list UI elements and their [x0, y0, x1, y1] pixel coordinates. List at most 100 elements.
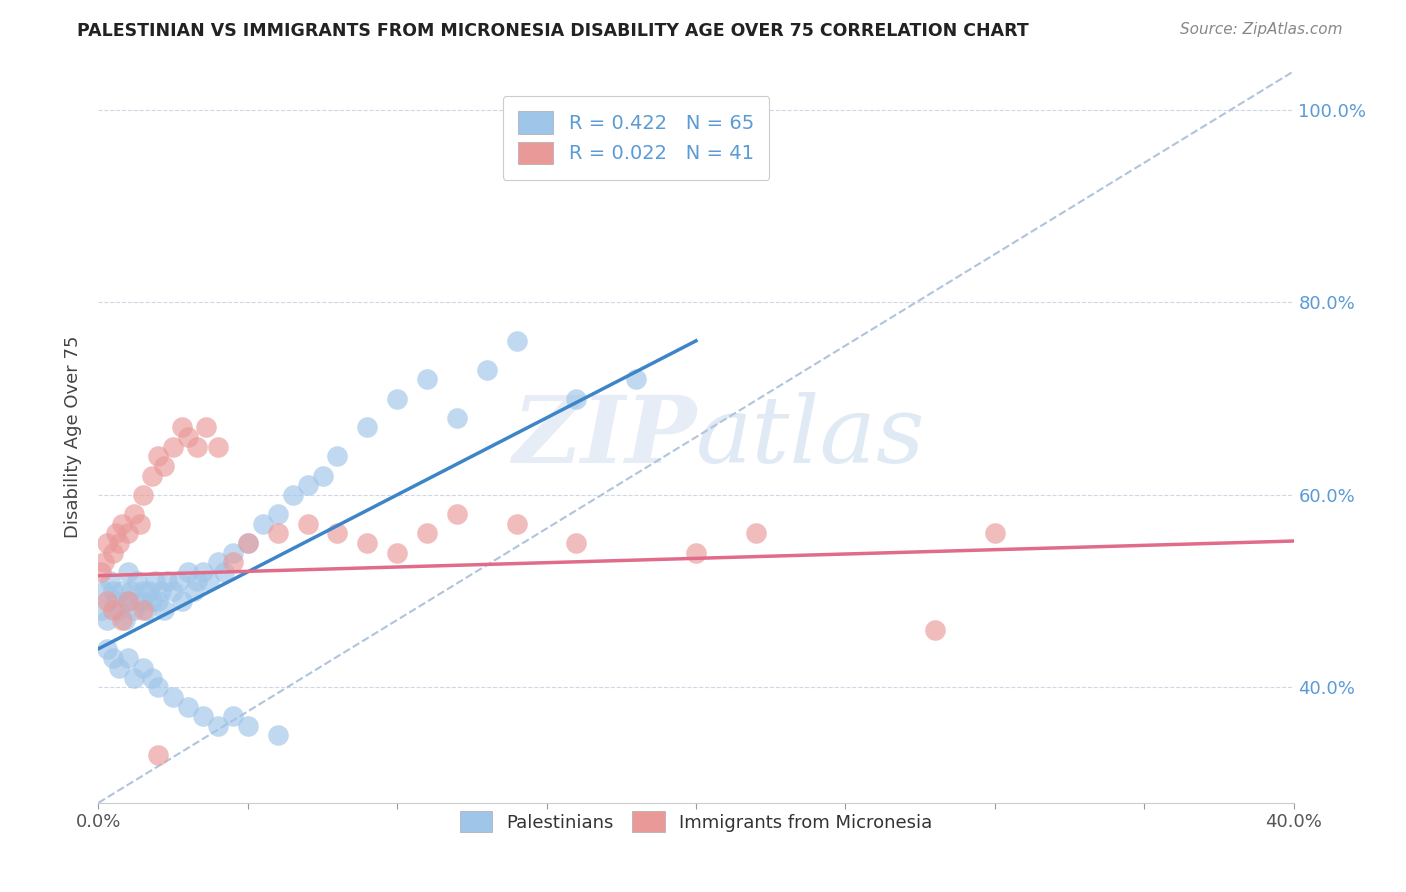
Point [267, 728, 290, 742]
Point [132, 488, 155, 502]
Point [326, 526, 349, 541]
Point [198, 574, 221, 589]
Point [984, 526, 1007, 541]
Point [111, 613, 134, 627]
Point [138, 584, 160, 599]
Point [103, 651, 125, 665]
Point [177, 430, 200, 444]
Point [141, 468, 163, 483]
Point [129, 593, 152, 607]
Point [98, 574, 122, 589]
Point [236, 536, 259, 550]
Point [177, 565, 200, 579]
Point [924, 623, 946, 637]
Point [191, 565, 214, 579]
Point [446, 410, 468, 425]
Point [129, 516, 152, 531]
Point [117, 526, 139, 541]
Point [186, 440, 208, 454]
Point [326, 450, 349, 464]
Point [236, 719, 259, 733]
Point [416, 526, 439, 541]
Point [506, 334, 529, 348]
Text: atlas: atlas [696, 392, 925, 482]
Point [385, 545, 409, 559]
Point [626, 372, 648, 386]
Point [103, 584, 125, 599]
Point [127, 574, 149, 589]
Point [281, 488, 304, 502]
Text: Source: ZipAtlas.com: Source: ZipAtlas.com [1180, 22, 1343, 37]
Point [108, 661, 131, 675]
Point [117, 593, 139, 607]
Point [297, 516, 319, 531]
Point [143, 574, 166, 589]
Point [108, 603, 131, 617]
Point [252, 516, 274, 531]
Point [356, 536, 378, 550]
Point [167, 574, 190, 589]
Point [745, 526, 768, 541]
Point [103, 545, 125, 559]
Point [114, 613, 136, 627]
Point [153, 458, 176, 473]
Point [117, 565, 139, 579]
Point [132, 584, 155, 599]
Point [111, 516, 134, 531]
Point [148, 593, 170, 607]
Point [356, 420, 378, 434]
Point [222, 555, 245, 569]
Point [124, 603, 146, 617]
Point [135, 603, 157, 617]
Point [267, 526, 290, 541]
Point [132, 603, 155, 617]
Point [90, 565, 112, 579]
Point [207, 719, 229, 733]
Point [105, 593, 128, 607]
Point [96, 536, 118, 550]
Point [685, 545, 707, 559]
Point [162, 690, 184, 704]
Point [172, 420, 194, 434]
Point [267, 507, 290, 521]
Point [506, 516, 529, 531]
Point [117, 593, 139, 607]
Point [93, 584, 115, 599]
Legend: Palestinians, Immigrants from Micronesia: Palestinians, Immigrants from Micronesia [447, 799, 945, 845]
Point [475, 362, 498, 376]
Point [207, 440, 229, 454]
Point [148, 681, 170, 695]
Point [156, 574, 179, 589]
Point [162, 584, 184, 599]
Point [108, 536, 131, 550]
Point [416, 372, 439, 386]
Point [153, 603, 176, 617]
Point [236, 536, 259, 550]
Point [207, 555, 229, 569]
Point [150, 584, 173, 599]
Point [385, 392, 409, 406]
Point [90, 603, 112, 617]
Point [148, 747, 170, 762]
Point [96, 641, 118, 656]
Point [446, 507, 468, 521]
Point [186, 574, 208, 589]
Point [565, 536, 588, 550]
Point [183, 584, 205, 599]
Point [103, 603, 125, 617]
Point [222, 545, 245, 559]
Point [105, 526, 128, 541]
Point [148, 450, 170, 464]
Point [222, 709, 245, 723]
Point [124, 671, 146, 685]
Point [111, 584, 134, 599]
Point [141, 593, 163, 607]
Point [565, 392, 588, 406]
Point [141, 671, 163, 685]
Y-axis label: Disability Age Over 75: Disability Age Over 75 [65, 335, 83, 539]
Point [212, 565, 235, 579]
Point [120, 584, 142, 599]
Point [117, 651, 139, 665]
Point [96, 613, 118, 627]
Text: ZIP: ZIP [512, 392, 696, 482]
